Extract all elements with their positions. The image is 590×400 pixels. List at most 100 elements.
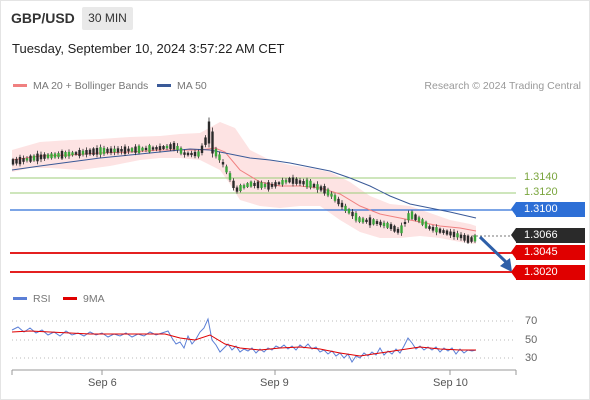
candle-body [249,181,253,187]
candle-body [186,152,190,156]
pair-title: GBP/USD [11,10,75,26]
candle-body [144,147,148,150]
candle-body [463,234,466,241]
candle-body [15,158,18,164]
candle-body [386,222,389,228]
candle-body [158,146,162,150]
candle-body [46,154,50,159]
ma20-line [11,147,477,232]
candle-body [270,183,274,187]
candle-body [403,221,407,225]
candle-body [326,189,330,196]
x-label-sep10: Sep 10 [433,377,468,389]
candle-body [319,186,323,191]
candle-body [274,182,277,187]
candle-body [267,182,270,190]
candle-body [295,178,298,184]
candle-body [22,158,25,162]
candle-body [207,121,211,144]
candle-body [88,149,92,155]
legend-rsi: RSI [13,293,51,305]
resistance-1-label: 1.3140 [524,171,558,183]
legend-ma20-label: MA 20 + Bollinger Bands [33,80,149,92]
candle-body [284,179,288,183]
candle-body [277,182,281,185]
candle-body [197,151,200,157]
rsi-tick-50: 50 [525,334,538,346]
candle-body [316,184,319,190]
candle-body [281,179,284,185]
candle-body [123,146,127,154]
support-1-label: 1.3045 [511,245,585,260]
candle-body [358,217,361,222]
rsi-tick-70: 70 [525,315,538,327]
candle-body [466,235,470,243]
candle-body [99,147,102,155]
timestamp: Tuesday, September 10, 2024 3:57:22 AM C… [12,41,285,56]
candle-body [95,148,99,155]
candle-body [298,180,302,184]
candle-body [239,185,242,192]
legend-rsi-ma-label: 9MA [83,293,105,305]
candle-body [43,154,46,159]
ma50-swatch [157,83,171,87]
candle-body [424,221,428,228]
candle-body [312,183,316,188]
support-1-value: 1.3045 [524,246,558,258]
candle-body [74,152,78,155]
candle-body [459,234,463,239]
forecast-arrowhead [500,258,512,272]
candle-body [263,183,267,188]
candle-body [407,213,410,221]
candle-body [232,180,235,189]
candle-body [368,217,372,226]
candle-body [18,156,22,165]
candle-body [260,182,263,188]
candle-body [78,150,81,157]
legend-rsi-ma: 9MA [63,293,105,305]
candle-body [361,218,365,223]
candle-body [60,151,64,159]
candle-body [246,183,249,188]
candle-body [235,187,239,192]
candle-body [410,211,414,219]
candle-body [428,226,431,229]
candle-body [179,147,183,154]
candle-body [204,137,207,145]
x-label-sep9: Sep 9 [260,377,289,389]
ma20-swatch [13,83,27,87]
candle-body [473,235,477,242]
resistance-2-label: 1.3120 [524,186,558,198]
candle-body [330,193,333,197]
candle-body [305,179,309,188]
candle-body [106,148,109,153]
candle-body [344,205,347,211]
candle-body [50,153,53,159]
legend-ma50: MA 50 [157,80,207,92]
candle-body [431,227,435,231]
rsi-swatch [13,296,27,300]
candle-body [71,152,74,156]
candle-body [141,147,144,151]
candle-body [211,131,214,154]
candle-body [256,181,260,189]
candle-body [214,148,218,157]
candle-body [228,173,232,180]
candle-body [435,227,438,233]
rsi-tick-30: 30 [525,352,538,364]
candle-body [354,213,358,221]
candle-body [134,146,137,153]
bollinger-band [12,122,476,244]
last-price-tip [511,228,516,242]
candle-body [39,154,43,160]
candle-body [323,186,326,194]
candle-body [221,162,225,165]
candle-body [396,228,400,233]
timeframe-button[interactable]: 30 MIN [82,7,133,30]
candle-body [151,147,155,150]
candle-body [148,145,151,153]
candle-body [92,148,95,155]
forecast-arrow [478,235,508,264]
candle-body [102,147,106,154]
